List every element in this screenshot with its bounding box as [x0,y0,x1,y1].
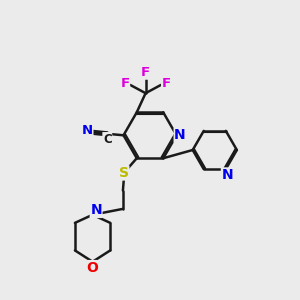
Text: O: O [87,261,98,274]
Text: N: N [221,168,233,182]
Text: F: F [120,77,130,90]
Text: N: N [90,203,102,218]
Text: C: C [103,133,112,146]
Text: F: F [141,66,150,79]
Text: F: F [162,77,171,90]
Text: S: S [119,166,129,180]
Text: N: N [82,124,93,137]
Text: N: N [174,128,186,142]
